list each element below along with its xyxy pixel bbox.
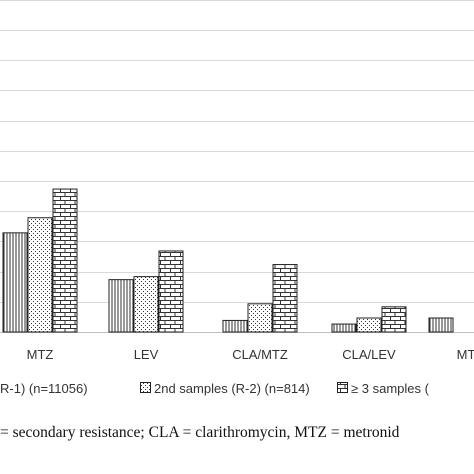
gridlines — [0, 0, 474, 333]
legend-label: 2nd samples (R-2) (n=814) — [154, 381, 310, 396]
bar-cla-lev-series-1 — [331, 323, 357, 333]
bars — [2, 188, 454, 333]
bar-cla-mtz-series-1 — [222, 319, 248, 333]
bar-cla-mtz-series-3 — [272, 264, 298, 333]
x-tick-label: CLA/LEV — [342, 347, 396, 362]
bar-mtz-series-1 — [2, 232, 28, 333]
x-axis-labels: MTZ LEV CLA/MTZ CLA/LEV MT — [27, 347, 474, 362]
bar-cla-lev-series-3 — [381, 306, 407, 333]
x-tick-label: LEV — [134, 347, 159, 362]
figure-caption: = secondary resistance; CLA = clarithrom… — [0, 424, 400, 441]
legend-label: R-1) (n=11056) — [0, 381, 88, 396]
bar-cla-mtz-series-2 — [247, 303, 273, 333]
x-tick-label: MT — [457, 347, 474, 362]
x-tick-label: CLA/MTZ — [232, 347, 288, 362]
bar-mtz-series-2 — [27, 217, 53, 333]
bar-mt-series-1 — [428, 317, 454, 333]
x-tick-label: MTZ — [27, 347, 54, 362]
legend-swatch — [140, 382, 151, 393]
bar-lev-series-3 — [158, 250, 184, 333]
legend: R-1) (n=11056) 2nd samples (R-2) (n=814) ≥… — [0, 381, 430, 396]
legend-swatch — [337, 382, 348, 393]
bar-mtz-series-3 — [52, 188, 78, 333]
bar-lev-series-2 — [133, 276, 159, 333]
bar-cla-lev-series-2 — [356, 317, 382, 333]
bar-lev-series-1 — [108, 279, 134, 333]
legend-label: ≥ 3 samples ( — [351, 381, 430, 396]
